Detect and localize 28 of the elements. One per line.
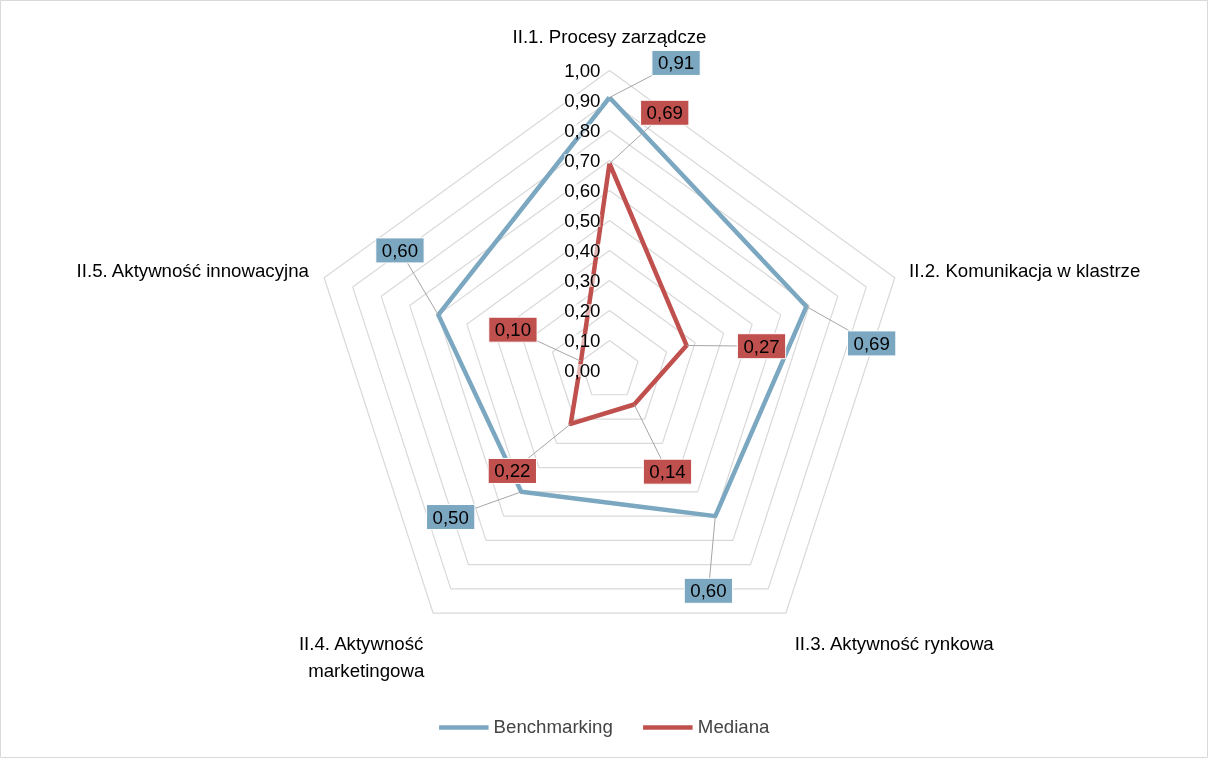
y-tick-label: 0,90 xyxy=(564,90,601,111)
data-label: 0,60 xyxy=(690,580,727,602)
legend-label: Mediana xyxy=(697,716,770,738)
spoke-label: II.3. Aktywność rynkowa xyxy=(794,632,995,654)
spoke-label: II.2. Komunikacja w klastrze xyxy=(909,259,1141,281)
y-tick-label: 0,10 xyxy=(564,330,601,351)
data-label: 0,14 xyxy=(649,461,686,483)
data-label: 0,27 xyxy=(743,335,780,357)
data-label: 0,60 xyxy=(381,239,419,261)
data-label: 0,69 xyxy=(853,332,890,354)
y-tick-label: 0,00 xyxy=(564,360,601,381)
y-tick-label: 0,60 xyxy=(564,180,601,201)
data-label: 0,69 xyxy=(646,102,683,124)
y-tick-label: 0,30 xyxy=(564,270,601,291)
y-tick-label: 0,80 xyxy=(564,120,601,141)
spoke-label: II.5. Aktywność innowacyjna xyxy=(76,259,310,281)
legend-label: Benchmarking xyxy=(493,716,613,738)
data-label: 0,50 xyxy=(432,506,469,528)
y-tick-label: 0,70 xyxy=(564,150,601,171)
y-tick-label: 1,00 xyxy=(564,60,601,81)
y-tick-label: 0,20 xyxy=(564,300,601,321)
y-tick-label: 0,40 xyxy=(564,240,601,261)
spoke-label: II.4. Aktywność marketingowa xyxy=(298,632,425,681)
data-label: 0,10 xyxy=(494,319,532,341)
data-label: 0,91 xyxy=(657,52,695,74)
y-tick-label: 0,50 xyxy=(564,210,601,231)
data-label: 0,22 xyxy=(494,460,531,482)
spoke-label: II.1. Procesy zarządcze xyxy=(512,25,707,47)
